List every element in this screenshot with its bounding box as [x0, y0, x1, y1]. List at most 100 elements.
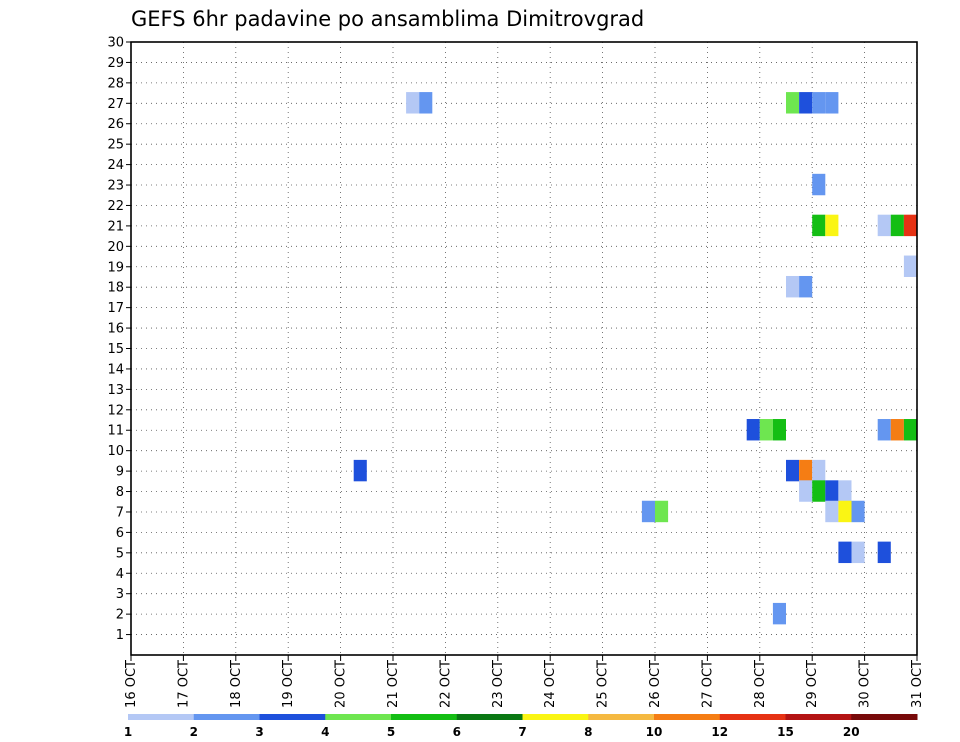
x-tick-label: 31 OCT	[910, 660, 925, 708]
precip-cell	[772, 602, 786, 625]
y-tick-label: 13	[107, 383, 124, 398]
colorbar-segment	[851, 714, 918, 720]
y-tick-label: 20	[107, 240, 124, 255]
plot-frame	[130, 41, 918, 656]
y-tick-label: 17	[107, 301, 124, 316]
precip-cell	[812, 92, 826, 114]
y-tick-label: 9	[116, 465, 124, 480]
precip-cell	[641, 500, 655, 523]
y-tick-label: 21	[107, 219, 124, 234]
colorbar-segment	[456, 714, 523, 720]
precip-cell	[786, 92, 800, 114]
x-tick-label: 29 OCT	[805, 660, 820, 708]
precip-cell	[746, 419, 760, 441]
precip-cell	[786, 275, 800, 298]
precip-cell	[838, 500, 852, 523]
x-tick-label: 20 OCT	[334, 660, 349, 708]
precip-cell	[786, 459, 800, 482]
y-tick-label: 19	[107, 260, 124, 275]
y-tick-label: 11	[107, 424, 124, 439]
colorbar-label: 4	[321, 725, 329, 739]
precip-cell	[812, 459, 826, 482]
y-axis: 1234567891011121314151617181920212223242…	[107, 36, 131, 643]
precip-cell	[419, 92, 433, 114]
precip-cell	[799, 92, 813, 114]
y-tick-label: 29	[107, 56, 124, 71]
y-tick-label: 24	[107, 158, 124, 173]
precip-cell	[772, 419, 786, 441]
precip-cell	[825, 214, 839, 237]
y-tick-label: 14	[107, 362, 124, 377]
precip-cell	[890, 214, 904, 237]
x-tick-label: 22 OCT	[438, 660, 453, 708]
x-tick-label: 25 OCT	[596, 660, 611, 708]
precip-cell	[799, 275, 813, 298]
precip-cell	[851, 541, 865, 564]
x-tick-label: 16 OCT	[124, 660, 139, 708]
colorbar-label: 1	[124, 725, 132, 739]
grid-lines	[131, 41, 917, 655]
precip-cell	[877, 214, 891, 237]
y-tick-label: 28	[107, 76, 124, 91]
colorbar-label: 12	[711, 725, 728, 739]
y-tick-label: 22	[107, 199, 124, 214]
y-tick-label: 15	[107, 342, 124, 357]
x-tick-label: 27 OCT	[700, 660, 715, 708]
y-tick-label: 16	[107, 322, 124, 337]
colorbar-segment	[588, 714, 655, 720]
y-tick-label: 4	[116, 567, 124, 582]
y-tick-label: 30	[107, 36, 124, 51]
colorbar-label: 2	[190, 725, 198, 739]
precip-cell	[890, 419, 904, 441]
y-tick-label: 27	[107, 97, 124, 112]
y-tick-label: 23	[107, 179, 124, 194]
precip-cell	[903, 255, 917, 277]
x-tick-label: 18 OCT	[229, 660, 244, 708]
precip-cell	[903, 214, 917, 237]
precip-cell	[812, 173, 826, 196]
x-tick-label: 23 OCT	[491, 660, 506, 708]
precipitation-cells	[353, 92, 917, 625]
y-tick-label: 2	[116, 608, 124, 623]
colorbar-label: 3	[255, 725, 263, 739]
colorbar-segment	[522, 714, 589, 720]
precip-cell	[838, 541, 852, 564]
y-tick-label: 18	[107, 281, 124, 296]
y-tick-label: 3	[116, 587, 124, 602]
y-tick-label: 8	[116, 485, 124, 500]
colorbar-label: 7	[518, 725, 526, 739]
x-tick-label: 30 OCT	[858, 660, 873, 708]
colorbar-segment	[128, 714, 195, 720]
chart-title: GEFS 6hr padavine po ansamblima Dimitrov…	[131, 7, 644, 31]
x-tick-label: 19 OCT	[281, 660, 296, 708]
colorbar-label: 15	[777, 725, 794, 739]
precip-cell	[903, 419, 917, 441]
precip-cell	[825, 92, 839, 114]
precip-cell	[406, 92, 420, 114]
y-tick-label: 10	[107, 444, 124, 459]
y-tick-label: 1	[116, 628, 124, 643]
y-tick-label: 5	[116, 546, 124, 561]
y-tick-label: 7	[116, 505, 124, 520]
x-axis: 16 OCT 17 OCT 18 OCT 19 OCT 20 OCT 21 OCT 22 O…	[124, 655, 925, 708]
precip-cell	[353, 459, 367, 482]
precip-cell	[825, 500, 839, 523]
colorbar-segment	[785, 714, 852, 720]
colorbar-segment	[654, 714, 721, 720]
colorbar-label: 5	[387, 725, 395, 739]
precip-cell	[799, 459, 813, 482]
precip-cell	[812, 214, 826, 237]
precip-cell	[877, 541, 891, 564]
colorbar-label: 8	[584, 725, 592, 739]
colorbar-label: 10	[646, 725, 663, 739]
precip-cell	[812, 480, 826, 502]
y-tick-label: 26	[107, 117, 124, 132]
y-tick-label: 25	[107, 138, 124, 153]
colorbar-segment	[325, 714, 392, 720]
precip-cell	[759, 419, 773, 441]
precip-cell	[799, 480, 813, 502]
y-tick-label: 12	[107, 403, 124, 418]
y-tick-label: 6	[116, 526, 124, 541]
precip-cell	[825, 480, 839, 502]
